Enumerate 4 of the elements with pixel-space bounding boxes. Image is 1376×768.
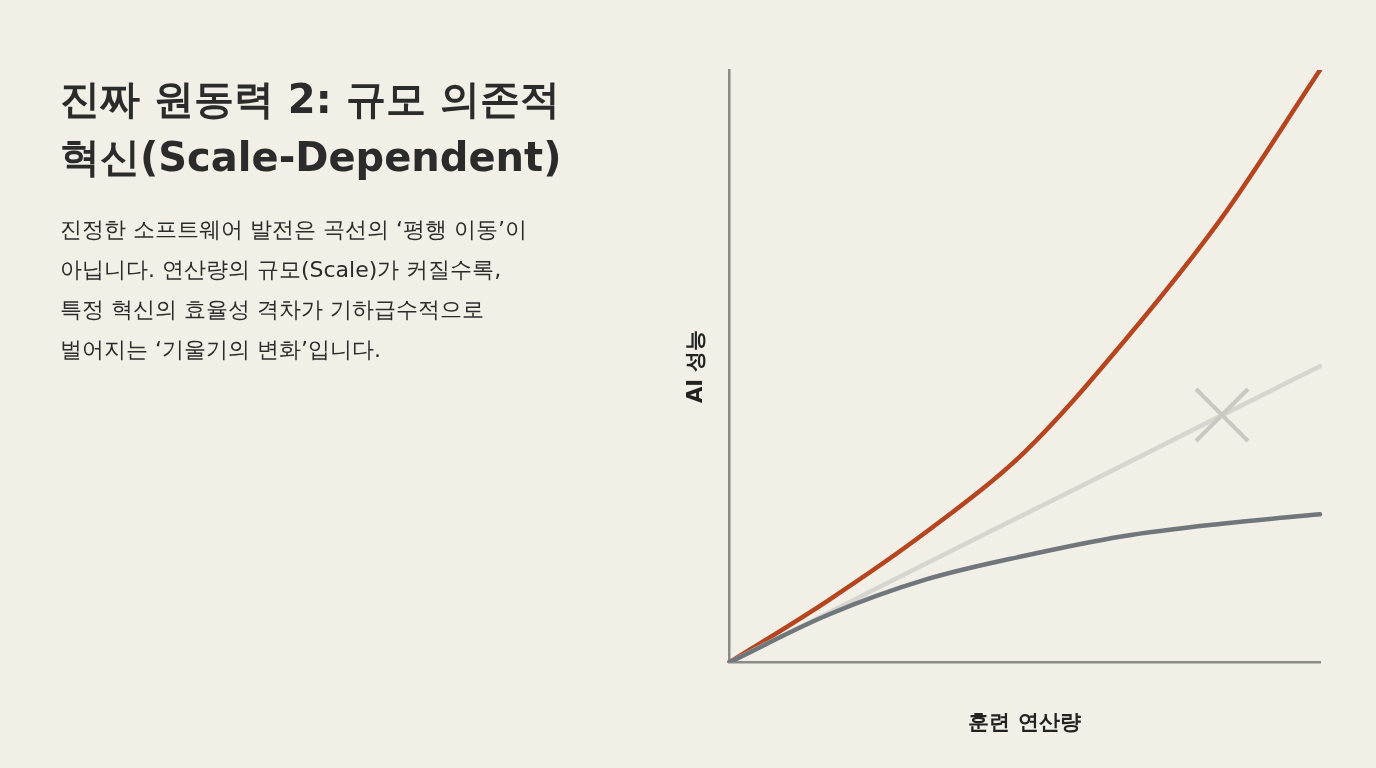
y-axis-title: AI 성능	[683, 329, 708, 403]
text: 진정한 소프트웨어 발전은 곡선의 ‘평행 이동’이 아닙니다. 연산량의 규모(Scale)가 커질수록, 특정 혁신의 효율성 격차가 기하급수적으로 벌어지는 ‘기울기의 변화’입니다.	[60, 216, 528, 364]
x-axis-title: 훈련 연산량	[968, 709, 1081, 734]
text: 진짜 원동력 2: 규모 의존적 혁신(Scale-Dependent)	[60, 75, 563, 182]
